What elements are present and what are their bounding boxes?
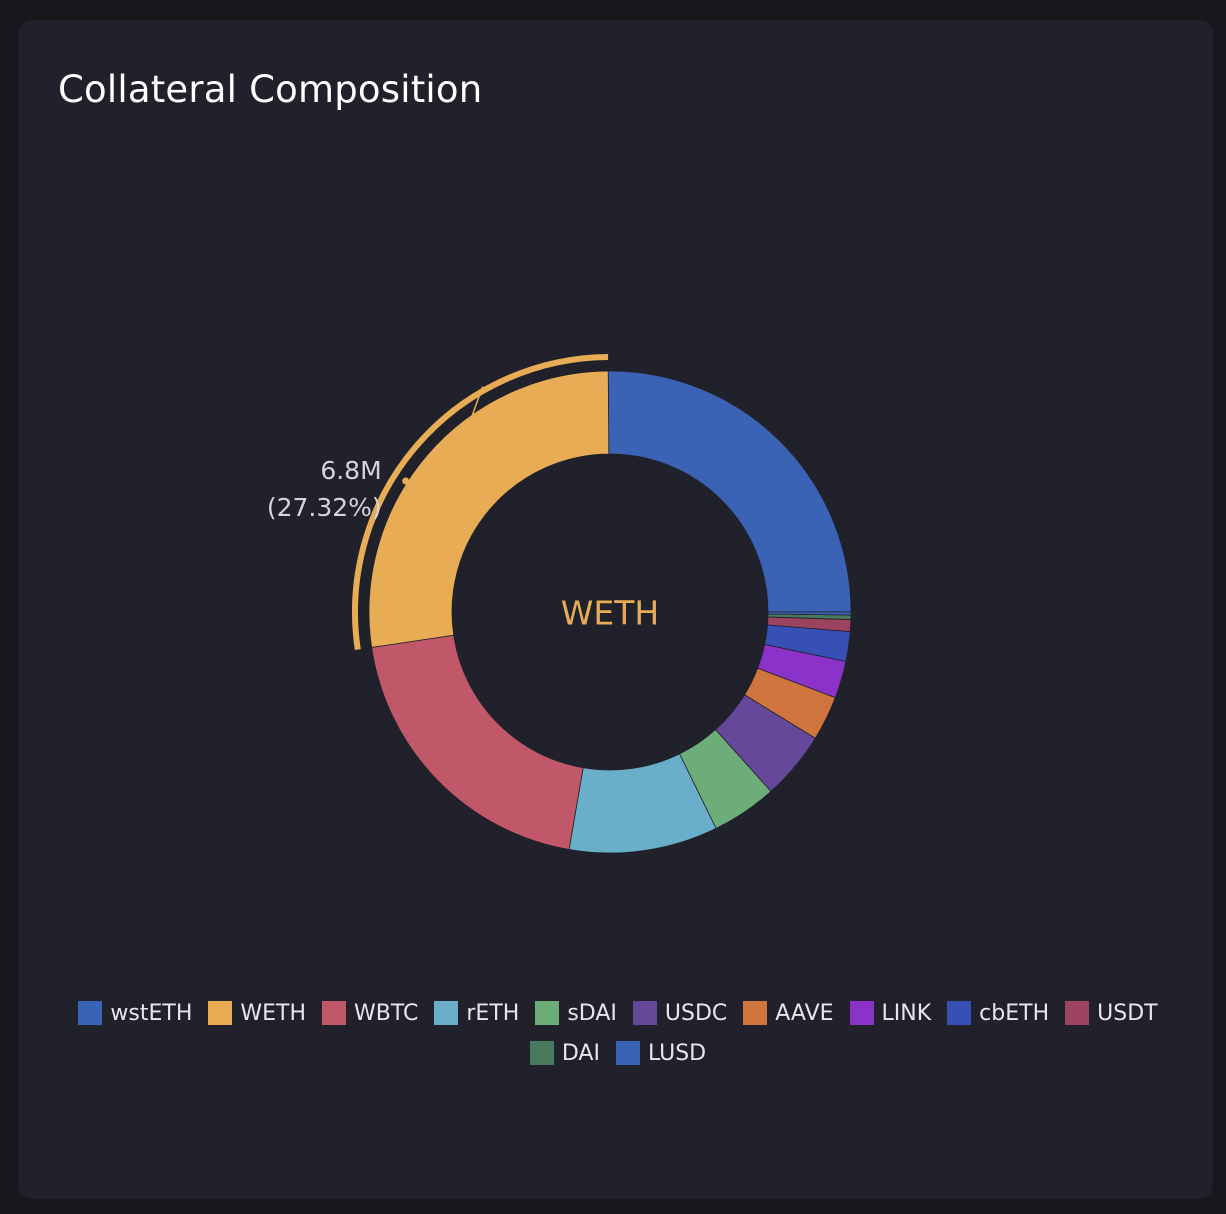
legend-swatch <box>322 1001 347 1025</box>
legend-label: WETH <box>240 1000 307 1026</box>
legend-item-weth[interactable]: WETH <box>208 1000 306 1026</box>
slice-reth[interactable] <box>568 753 717 854</box>
legend-label: rETH <box>466 1000 520 1026</box>
legend-label: AAVE <box>775 1000 834 1026</box>
slice-cbeth[interactable] <box>764 624 851 662</box>
legend-label: LINK <box>881 1000 932 1026</box>
legend-item-link[interactable]: LINK <box>849 1000 932 1026</box>
legend-label: USDC <box>664 1000 728 1026</box>
legend-item-sdai[interactable]: sDAI <box>535 1000 617 1026</box>
legend-swatch <box>849 1001 874 1025</box>
legend-item-cbeth[interactable]: cbETH <box>947 1000 1049 1026</box>
slice-wbtc[interactable] <box>371 634 584 850</box>
legend-item-usdt[interactable]: USDT <box>1065 1000 1158 1026</box>
legend-swatch <box>535 1001 560 1025</box>
legend-item-lusd[interactable]: LUSD <box>615 1040 707 1066</box>
legend-swatch <box>529 1041 554 1065</box>
donut-slices <box>368 370 852 854</box>
callout-percent: (27.32%) <box>267 493 382 522</box>
legend-swatch <box>1065 1001 1090 1025</box>
highlight-arc <box>352 354 609 650</box>
legend-item-reth[interactable]: rETH <box>434 1000 519 1026</box>
slice-wsteth[interactable] <box>607 370 852 613</box>
legend-label: cbETH <box>979 1000 1050 1026</box>
legend-label: WBTC <box>354 1000 419 1026</box>
slice-usdt[interactable] <box>767 616 852 633</box>
legend-label: USDT <box>1097 1000 1158 1026</box>
leader-dot <box>402 477 410 485</box>
chart-legend: wstETH WETH WBTC rETH sDAI USDC AAVE LINK cbETH U… <box>58 1000 1178 1066</box>
legend-label: LUSD <box>647 1040 707 1066</box>
legend-swatch <box>743 1001 768 1025</box>
card-title: Collateral Composition <box>58 68 483 111</box>
legend-item-dai[interactable]: DAI <box>529 1040 600 1066</box>
slice-aave[interactable] <box>744 667 836 739</box>
slice-sdai[interactable] <box>679 729 772 829</box>
legend-swatch <box>947 1001 972 1025</box>
legend-label: sDAI <box>567 1000 617 1026</box>
legend-swatch <box>632 1001 657 1025</box>
donut-chart: 6.8M (27.32%) WETH <box>267 354 852 854</box>
legend-swatch <box>208 1001 233 1025</box>
legend-item-usdc[interactable]: USDC <box>632 1000 728 1026</box>
legend-swatch <box>434 1001 459 1025</box>
legend-item-wbtc[interactable]: WBTC <box>322 1000 418 1026</box>
leader-line <box>405 386 484 482</box>
legend-item-wsteth[interactable]: wstETH <box>78 1000 192 1026</box>
legend-swatch <box>615 1041 640 1065</box>
callout-value: 6.8M <box>320 456 381 485</box>
slice-weth[interactable] <box>368 370 610 648</box>
slice-lusd[interactable] <box>767 611 852 616</box>
slice-usdc[interactable] <box>714 694 816 792</box>
legend-label: wstETH <box>110 1000 193 1026</box>
chart-card: Collateral Composition 6.8M (27.32%) WET… <box>18 20 1213 1199</box>
legend-swatch <box>78 1001 103 1025</box>
legend-item-aave[interactable]: AAVE <box>743 1000 834 1026</box>
legend-label: DAI <box>561 1040 600 1066</box>
center-label: WETH <box>561 594 659 633</box>
slice-link[interactable] <box>757 643 847 699</box>
